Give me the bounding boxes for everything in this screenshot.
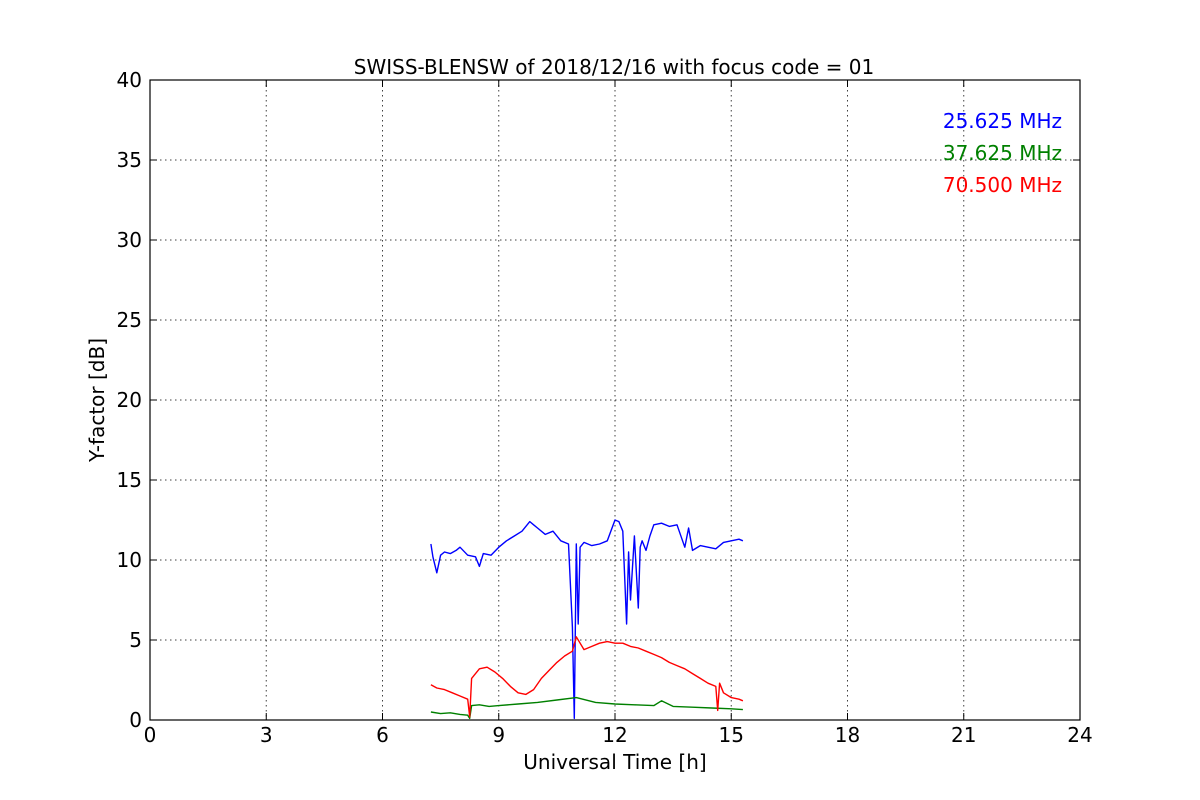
series-line-3 (430, 636, 744, 718)
chart-title: SWISS-BLENSW of 2018/12/16 with focus co… (354, 55, 875, 79)
x-tick-label: 15 (719, 723, 744, 747)
series-layer (430, 519, 744, 720)
y-tick-label: 40 (117, 68, 142, 92)
x-tick-label: 6 (376, 723, 389, 747)
legend-entry-3: 70.500 MHz (943, 173, 1062, 197)
y-axis-label: Y-factor [dB] (85, 338, 109, 463)
y-tick-label: 0 (129, 708, 142, 732)
series-line-2 (430, 696, 743, 720)
x-tick-label: 12 (602, 723, 627, 747)
y-tick-label: 20 (117, 388, 142, 412)
y-tick-label: 15 (117, 468, 142, 492)
x-tick-label: 9 (492, 723, 505, 747)
y-tick-label: 30 (117, 228, 142, 252)
x-tick-label: 3 (260, 723, 273, 747)
x-tick-label: 24 (1067, 723, 1092, 747)
x-tick-label: 0 (144, 723, 157, 747)
y-tick-label: 25 (117, 308, 142, 332)
legend-entry-1: 25.625 MHz (943, 109, 1062, 133)
y-tick-label: 35 (117, 148, 142, 172)
y-tick-label: 10 (117, 548, 142, 572)
legend-entry-2: 37.625 MHz (943, 141, 1062, 165)
x-tick-label: 18 (835, 723, 860, 747)
x-axis-label: Universal Time [h] (523, 750, 706, 774)
tick-layer: 0 3 6 9 12 15 18 21 24 0 5 10 15 20 25 30 35 40 (117, 68, 1093, 747)
series-line-1 (430, 519, 744, 720)
x-tick-label: 21 (951, 723, 976, 747)
y-tick-label: 5 (129, 628, 142, 652)
grid-layer (150, 80, 1080, 720)
legend: 25.625 MHz 37.625 MHz 70.500 MHz (943, 109, 1062, 197)
